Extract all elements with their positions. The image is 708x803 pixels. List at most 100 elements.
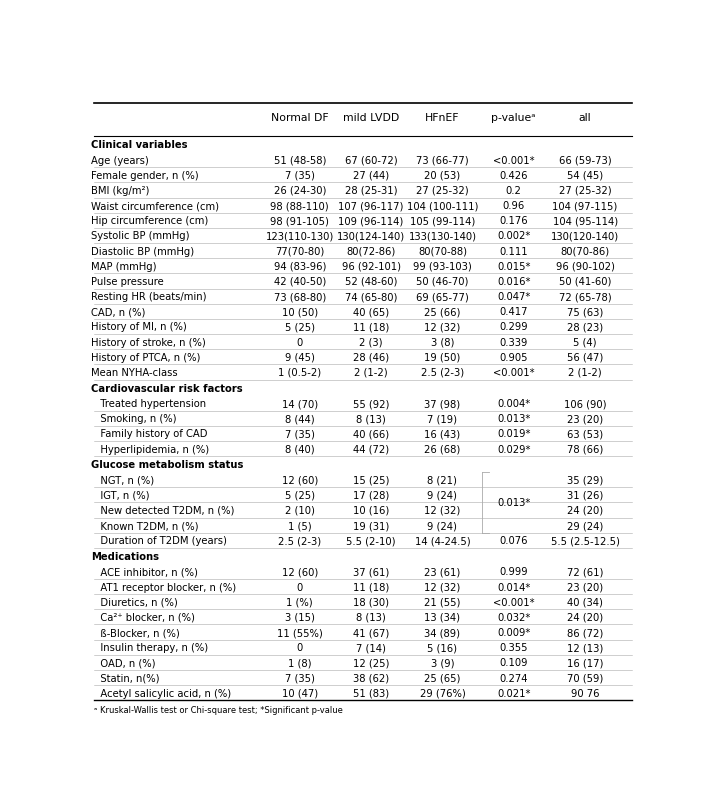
Text: 63 (53): 63 (53) bbox=[567, 429, 603, 439]
Text: 5.5 (2-10): 5.5 (2-10) bbox=[346, 536, 396, 545]
Text: 17 (28): 17 (28) bbox=[353, 490, 389, 500]
Text: Hyperlipidemia, n (%): Hyperlipidemia, n (%) bbox=[91, 444, 209, 454]
Text: 80(70-88): 80(70-88) bbox=[418, 247, 467, 256]
Text: 9 (24): 9 (24) bbox=[428, 490, 457, 500]
Text: 66 (59-73): 66 (59-73) bbox=[559, 156, 612, 165]
Text: 11 (18): 11 (18) bbox=[353, 582, 389, 592]
Text: Pulse pressure: Pulse pressure bbox=[91, 276, 164, 287]
Text: 0.013*: 0.013* bbox=[497, 498, 530, 507]
Text: 29 (24): 29 (24) bbox=[567, 520, 603, 531]
Text: 0.355: 0.355 bbox=[499, 642, 528, 652]
Text: 28 (46): 28 (46) bbox=[353, 353, 389, 362]
Text: 75 (63): 75 (63) bbox=[567, 307, 603, 317]
Text: 3 (8): 3 (8) bbox=[430, 337, 454, 347]
Text: 107 (96-117): 107 (96-117) bbox=[338, 201, 404, 211]
Text: 96 (90-102): 96 (90-102) bbox=[556, 262, 615, 271]
Text: 24 (20): 24 (20) bbox=[567, 612, 603, 622]
Text: AT1 receptor blocker, n (%): AT1 receptor blocker, n (%) bbox=[91, 582, 236, 592]
Text: Diastolic BP (mmHg): Diastolic BP (mmHg) bbox=[91, 247, 194, 256]
Text: Mean NYHA-class: Mean NYHA-class bbox=[91, 368, 177, 377]
Text: 44 (72): 44 (72) bbox=[353, 444, 389, 454]
Text: 12 (32): 12 (32) bbox=[424, 582, 460, 592]
Text: 26 (68): 26 (68) bbox=[424, 444, 460, 454]
Text: 23 (20): 23 (20) bbox=[567, 582, 603, 592]
Text: 0.274: 0.274 bbox=[499, 673, 528, 683]
Text: 74 (65-80): 74 (65-80) bbox=[345, 291, 397, 302]
Text: 26 (24-30): 26 (24-30) bbox=[273, 185, 326, 196]
Text: 20 (53): 20 (53) bbox=[424, 170, 460, 181]
Text: 9 (45): 9 (45) bbox=[285, 353, 314, 362]
Text: 42 (40-50): 42 (40-50) bbox=[273, 276, 326, 287]
Text: 10 (47): 10 (47) bbox=[282, 688, 318, 698]
Text: 50 (46-70): 50 (46-70) bbox=[416, 276, 469, 287]
Text: 0.029*: 0.029* bbox=[497, 444, 530, 454]
Text: 72 (61): 72 (61) bbox=[567, 567, 603, 577]
Text: 0.009*: 0.009* bbox=[497, 627, 530, 638]
Text: 2 (3): 2 (3) bbox=[360, 337, 383, 347]
Text: 0.999: 0.999 bbox=[499, 567, 528, 577]
Text: 16 (17): 16 (17) bbox=[567, 658, 603, 667]
Text: Glucose metabolism status: Glucose metabolism status bbox=[91, 459, 243, 470]
Text: Waist circumference (cm): Waist circumference (cm) bbox=[91, 201, 219, 211]
Text: 7 (35): 7 (35) bbox=[285, 170, 314, 181]
Text: 18 (30): 18 (30) bbox=[353, 597, 389, 607]
Text: 28 (23): 28 (23) bbox=[567, 322, 603, 332]
Text: mild LVDD: mild LVDD bbox=[343, 112, 399, 123]
Text: Diuretics, n (%): Diuretics, n (%) bbox=[91, 597, 178, 607]
Text: HFnEF: HFnEF bbox=[426, 112, 459, 123]
Text: 105 (99-114): 105 (99-114) bbox=[410, 216, 475, 226]
Text: 0.426: 0.426 bbox=[499, 170, 528, 181]
Text: 104 (95-114): 104 (95-114) bbox=[552, 216, 617, 226]
Text: 78 (66): 78 (66) bbox=[567, 444, 603, 454]
Text: 40 (65): 40 (65) bbox=[353, 307, 389, 317]
Text: 0: 0 bbox=[297, 582, 303, 592]
Text: Clinical variables: Clinical variables bbox=[91, 140, 187, 150]
Text: 50 (41-60): 50 (41-60) bbox=[559, 276, 611, 287]
Text: 29 (76%): 29 (76%) bbox=[420, 688, 465, 698]
Text: 25 (66): 25 (66) bbox=[424, 307, 461, 317]
Text: Age (years): Age (years) bbox=[91, 156, 149, 165]
Text: 73 (66-77): 73 (66-77) bbox=[416, 156, 469, 165]
Text: 7 (14): 7 (14) bbox=[356, 642, 386, 652]
Text: Acetyl salicylic acid, n (%): Acetyl salicylic acid, n (%) bbox=[91, 688, 231, 698]
Text: ᵃ Kruskal-Wallis test or Chi-square test; *Significant p-value: ᵃ Kruskal-Wallis test or Chi-square test… bbox=[94, 705, 343, 715]
Text: 10 (16): 10 (16) bbox=[353, 505, 389, 516]
Text: 1 (8): 1 (8) bbox=[288, 658, 312, 667]
Text: 0.176: 0.176 bbox=[499, 216, 528, 226]
Text: 2.5 (2-3): 2.5 (2-3) bbox=[278, 536, 321, 545]
Text: 51 (83): 51 (83) bbox=[353, 688, 389, 698]
Text: 0.013*: 0.013* bbox=[497, 414, 530, 424]
Text: 16 (43): 16 (43) bbox=[424, 429, 460, 439]
Text: 67 (60-72): 67 (60-72) bbox=[345, 156, 397, 165]
Text: Smoking, n (%): Smoking, n (%) bbox=[91, 414, 176, 424]
Text: 8 (13): 8 (13) bbox=[356, 414, 386, 424]
Text: 80(70-86): 80(70-86) bbox=[561, 247, 610, 256]
Text: 14 (4-24.5): 14 (4-24.5) bbox=[415, 536, 470, 545]
Text: 19 (31): 19 (31) bbox=[353, 520, 389, 531]
Text: Resting HR (beats/min): Resting HR (beats/min) bbox=[91, 291, 206, 302]
Text: Cardiovascular risk factors: Cardiovascular risk factors bbox=[91, 383, 242, 393]
Text: Ca²⁺ blocker, n (%): Ca²⁺ blocker, n (%) bbox=[91, 612, 195, 622]
Text: 0.299: 0.299 bbox=[499, 322, 528, 332]
Text: Systolic BP (mmHg): Systolic BP (mmHg) bbox=[91, 231, 189, 241]
Text: 8 (21): 8 (21) bbox=[428, 475, 457, 485]
Text: 7 (35): 7 (35) bbox=[285, 429, 314, 439]
Text: Known T2DM, n (%): Known T2DM, n (%) bbox=[91, 520, 198, 531]
Text: 31 (26): 31 (26) bbox=[567, 490, 603, 500]
Text: 90 76: 90 76 bbox=[571, 688, 600, 698]
Text: Normal DF: Normal DF bbox=[271, 112, 329, 123]
Text: 8 (44): 8 (44) bbox=[285, 414, 314, 424]
Text: MAP (mmHg): MAP (mmHg) bbox=[91, 262, 156, 271]
Text: 80(72-86): 80(72-86) bbox=[346, 247, 396, 256]
Text: Treated hypertension: Treated hypertension bbox=[91, 398, 206, 409]
Text: ACE inhibitor, n (%): ACE inhibitor, n (%) bbox=[91, 567, 198, 577]
Text: 27 (25-32): 27 (25-32) bbox=[559, 185, 612, 196]
Text: Medications: Medications bbox=[91, 551, 159, 561]
Text: NGT, n (%): NGT, n (%) bbox=[91, 475, 154, 485]
Text: 96 (92-101): 96 (92-101) bbox=[341, 262, 401, 271]
Text: Family history of CAD: Family history of CAD bbox=[91, 429, 207, 439]
Text: 0.96: 0.96 bbox=[503, 201, 525, 211]
Text: CAD, n (%): CAD, n (%) bbox=[91, 307, 145, 317]
Text: 55 (92): 55 (92) bbox=[353, 398, 389, 409]
Text: 0.032*: 0.032* bbox=[497, 612, 530, 622]
